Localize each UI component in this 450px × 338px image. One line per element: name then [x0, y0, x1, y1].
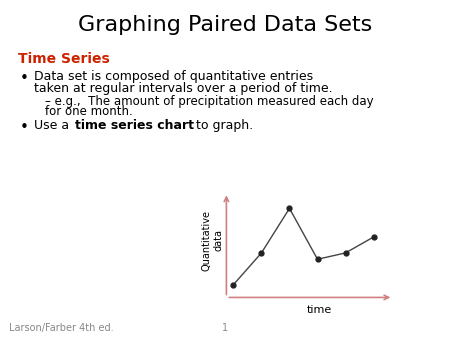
- Text: Larson/Farber 4th ed.: Larson/Farber 4th ed.: [9, 323, 113, 333]
- Text: to graph.: to graph.: [192, 119, 253, 132]
- Text: Graphing Paired Data Sets: Graphing Paired Data Sets: [78, 15, 372, 35]
- Text: Quantitative
data: Quantitative data: [202, 210, 224, 271]
- Text: •: •: [20, 71, 29, 86]
- Text: 1: 1: [222, 323, 228, 333]
- Text: – e.g.,  The amount of precipitation measured each day: – e.g., The amount of precipitation meas…: [45, 95, 374, 107]
- Text: Time Series: Time Series: [18, 52, 110, 66]
- Text: time series chart: time series chart: [75, 119, 194, 132]
- Text: time: time: [306, 306, 332, 315]
- Text: taken at regular intervals over a period of time.: taken at regular intervals over a period…: [34, 82, 333, 95]
- Text: Use a: Use a: [34, 119, 73, 132]
- Text: •: •: [20, 120, 29, 135]
- Text: Data set is composed of quantitative entries: Data set is composed of quantitative ent…: [34, 70, 313, 83]
- Text: for one month.: for one month.: [45, 105, 133, 118]
